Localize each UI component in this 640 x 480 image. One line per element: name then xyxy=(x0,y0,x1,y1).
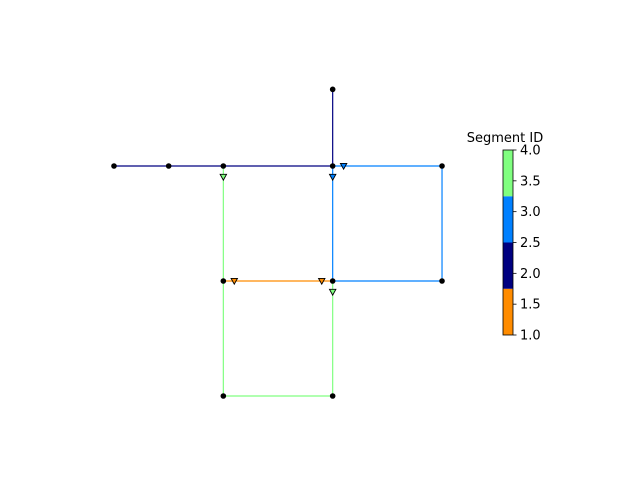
colorbar-tick-label-2: 2.0 xyxy=(520,267,541,282)
colorbar: Segment ID 1.0 1.5 2.0 2.5 3.0 3.5 4.0 xyxy=(467,131,543,344)
node-f xyxy=(329,86,336,93)
edges-layer xyxy=(114,89,443,397)
colorbar-segment-3 xyxy=(503,196,513,243)
colorbar-segments xyxy=(503,150,513,335)
node-j xyxy=(220,393,227,399)
flow-marker-5 xyxy=(328,288,337,297)
flow-marker-3 xyxy=(230,277,239,286)
node-k xyxy=(329,393,336,399)
colorbar-tick-label-4: 3.0 xyxy=(520,205,541,220)
node-d xyxy=(329,163,336,169)
nodes-layer xyxy=(111,86,445,399)
flow-marker-0 xyxy=(219,173,228,182)
colorbar-segment-2 xyxy=(503,242,513,289)
colorbar-title: Segment ID xyxy=(467,131,543,146)
colorbar-tick-label-0: 1.0 xyxy=(520,329,541,344)
flow-marker-4 xyxy=(317,277,326,286)
node-g xyxy=(220,278,227,284)
colorbar-segment-1 xyxy=(503,288,513,335)
colorbar-tick-label-3: 2.5 xyxy=(520,236,541,251)
colorbar-tick-label-6: 4.0 xyxy=(520,144,541,159)
colorbar-ticks: 1.0 1.5 2.0 2.5 3.0 3.5 4.0 xyxy=(513,144,541,344)
markers-layer xyxy=(219,162,348,297)
flow-marker-2 xyxy=(339,162,348,171)
node-h xyxy=(329,278,336,284)
colorbar-segment-4 xyxy=(503,150,513,197)
node-i xyxy=(439,278,445,284)
colorbar-tick-label-5: 3.5 xyxy=(520,174,541,189)
flow-marker-1 xyxy=(328,173,337,182)
node-c xyxy=(220,163,227,169)
colorbar-tick-label-1: 1.5 xyxy=(520,298,541,313)
node-a xyxy=(111,163,117,169)
node-b xyxy=(165,163,172,169)
node-e xyxy=(439,163,445,169)
